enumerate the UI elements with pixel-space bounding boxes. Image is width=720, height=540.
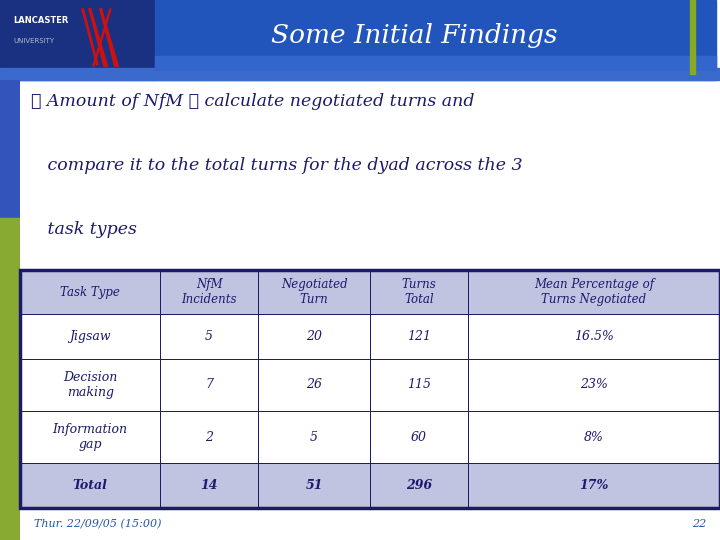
Text: Mean Percentage of
Turns Negotiated: Mean Percentage of Turns Negotiated: [534, 278, 654, 306]
Bar: [258, 359, 370, 411]
Bar: [160, 411, 258, 463]
Text: 5: 5: [310, 430, 318, 444]
Text: Some Initial Findings: Some Initial Findings: [271, 23, 557, 48]
Text: Information
gap: Information gap: [53, 423, 127, 451]
Bar: [155, 0, 716, 80]
Bar: [20, 359, 160, 411]
Text: compare it to the total turns for the dyad across the 3: compare it to the total turns for the dy…: [31, 157, 522, 174]
Text: task types: task types: [31, 221, 137, 238]
Text: 2: 2: [205, 430, 213, 444]
Bar: [20, 411, 160, 463]
Bar: [370, 463, 468, 508]
Bar: [370, 411, 468, 463]
Text: Total: Total: [73, 479, 107, 492]
Bar: [468, 411, 720, 463]
Bar: [258, 314, 370, 359]
Text: Negotiated
Turn: Negotiated Turn: [281, 278, 348, 306]
Text: Decision
making: Decision making: [63, 371, 117, 399]
Text: 23%: 23%: [580, 379, 608, 392]
Bar: [258, 463, 370, 508]
Text: 26: 26: [306, 379, 322, 392]
Bar: [468, 314, 720, 359]
Text: 14: 14: [200, 479, 218, 492]
Text: 7: 7: [205, 379, 213, 392]
Text: 8%: 8%: [584, 430, 604, 444]
Bar: [160, 463, 258, 508]
Bar: [160, 270, 258, 314]
Text: Task Type: Task Type: [60, 286, 120, 299]
Bar: [160, 359, 258, 411]
Bar: [155, 56, 716, 70]
Bar: [0, 68, 720, 80]
Text: 115: 115: [407, 379, 431, 392]
Text: 296: 296: [406, 479, 432, 492]
Text: 20: 20: [306, 330, 322, 343]
Text: Turns
Total: Turns Total: [402, 278, 436, 306]
Text: Jigsaw: Jigsaw: [69, 330, 111, 343]
Text: ❖ Amount of NfM ☽ calculate negotiated turns and: ❖ Amount of NfM ☽ calculate negotiated t…: [31, 93, 474, 110]
Text: Thur. 22/09/05 (15:00): Thur. 22/09/05 (15:00): [34, 518, 162, 529]
Bar: [370, 359, 468, 411]
Bar: [20, 314, 160, 359]
Bar: [468, 463, 720, 508]
Text: 60: 60: [411, 430, 427, 444]
Bar: [0, 80, 20, 218]
Bar: [160, 314, 258, 359]
Bar: [258, 270, 370, 314]
Bar: [468, 270, 720, 314]
Text: 121: 121: [407, 330, 431, 343]
Text: 16.5%: 16.5%: [574, 330, 614, 343]
Bar: [258, 411, 370, 463]
Bar: [0, 0, 155, 80]
Text: 22: 22: [692, 519, 706, 529]
Bar: [370, 270, 468, 314]
Text: 5: 5: [205, 330, 213, 343]
Bar: [690, 0, 695, 73]
Text: 51: 51: [305, 479, 323, 492]
Text: NfM
Incidents: NfM Incidents: [181, 278, 237, 306]
Bar: [370, 314, 468, 359]
Text: UNIVERSITY: UNIVERSITY: [13, 38, 54, 44]
Bar: [0, 218, 20, 540]
Text: LANCASTER: LANCASTER: [13, 16, 68, 25]
Bar: [468, 359, 720, 411]
Bar: [20, 463, 160, 508]
Text: 17%: 17%: [580, 479, 608, 492]
Bar: [20, 270, 160, 314]
